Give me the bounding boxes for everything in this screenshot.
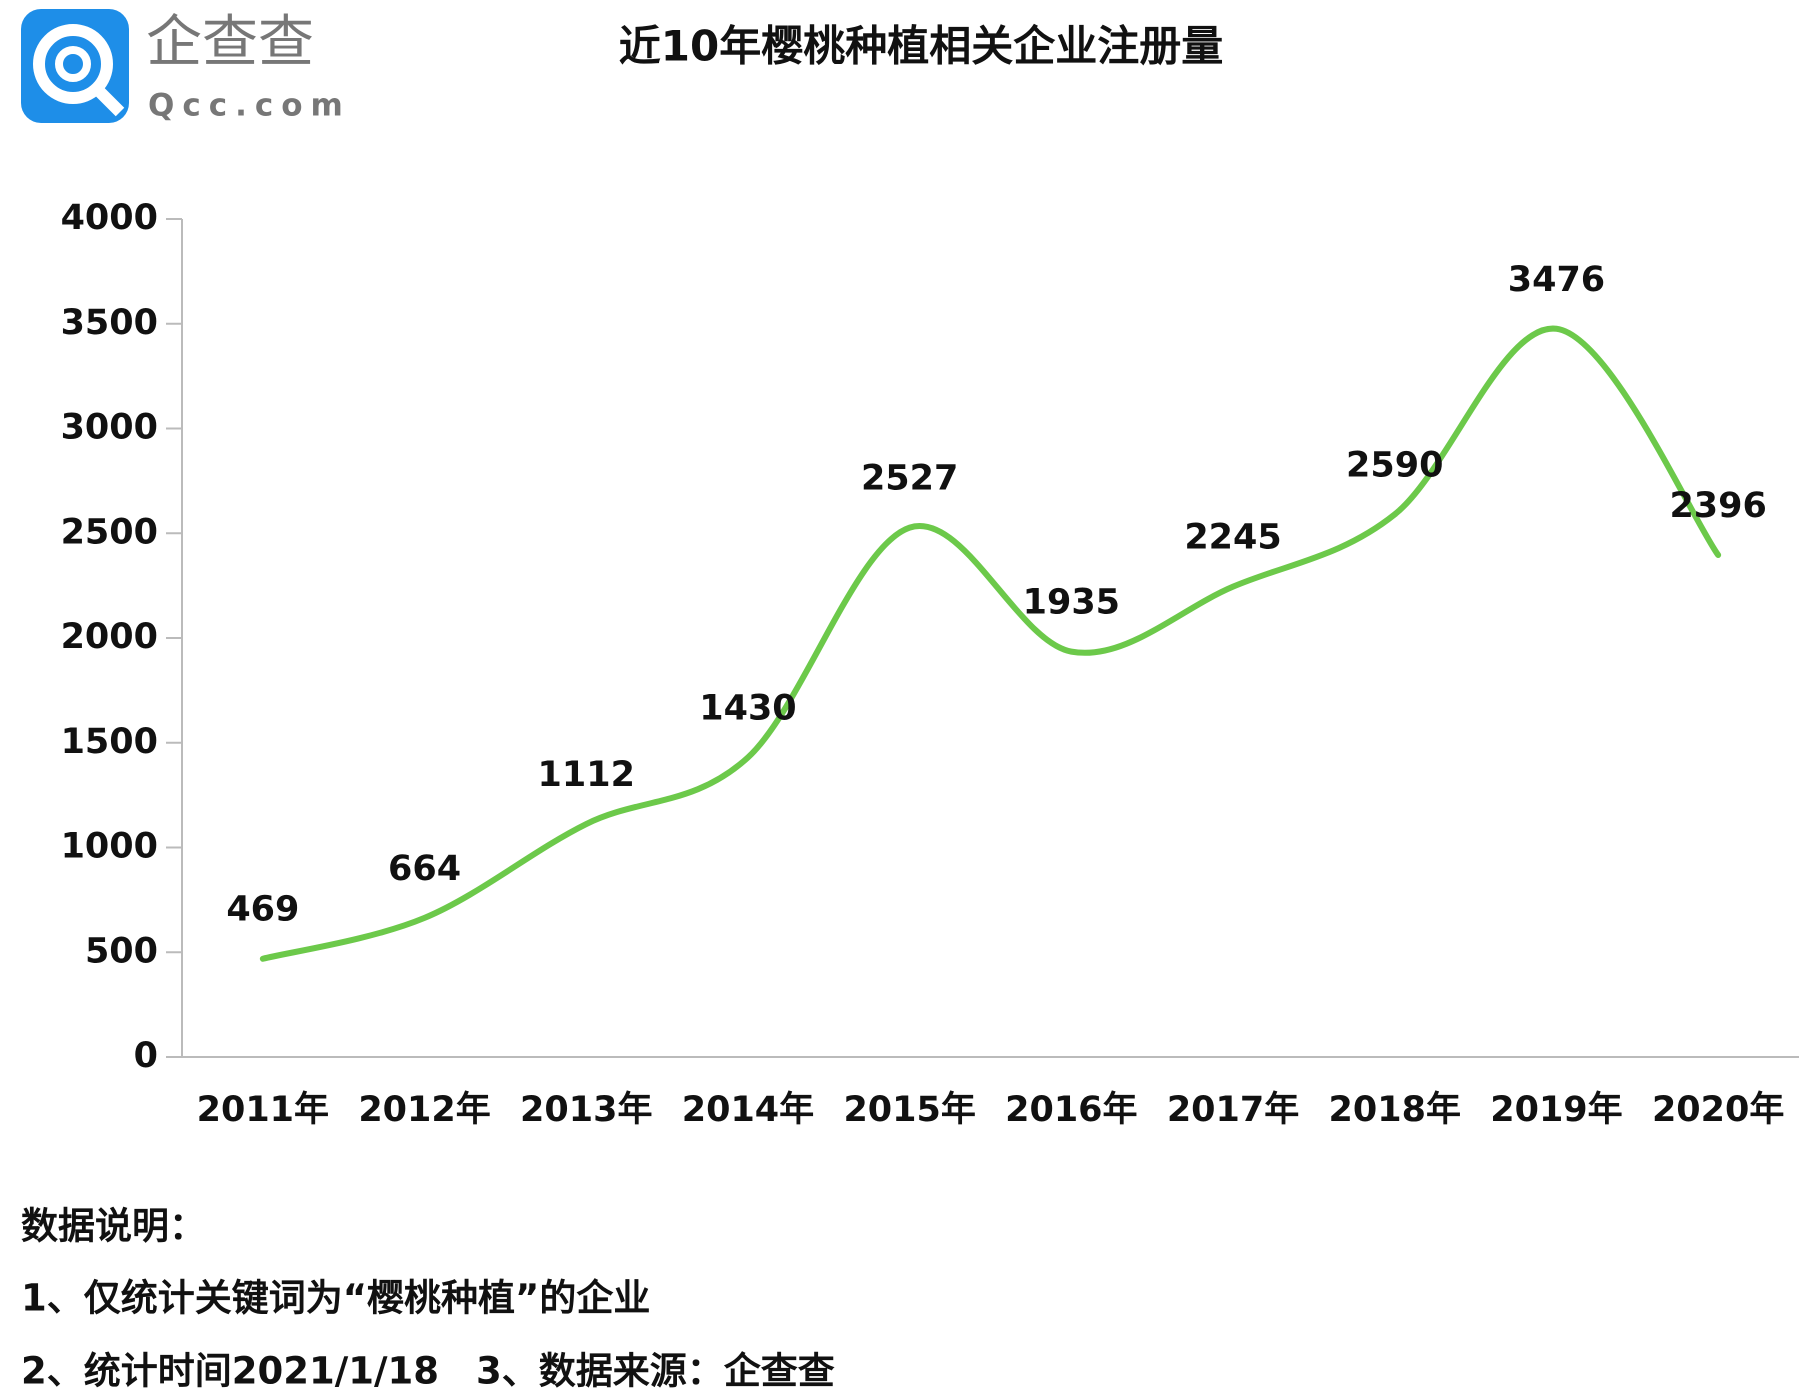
x-tick-label: 2012年: [358, 1090, 490, 1130]
note: 数据说明：: [21, 1205, 206, 1248]
x-tick-label: 2014年: [682, 1090, 814, 1130]
logo-domain: Qcc.com: [148, 88, 351, 124]
data-label: 3476: [1508, 260, 1605, 300]
x-tick-label: 2016年: [1005, 1090, 1137, 1130]
data-label: 2527: [861, 459, 958, 499]
y-tick-label: 500: [85, 931, 158, 971]
data-label: 664: [388, 849, 461, 889]
chart-title: 近10年樱桃种植相关企业注册量: [619, 22, 1223, 71]
logo-icon: [21, 9, 129, 123]
y-tick-label: 3500: [61, 303, 158, 343]
x-tick-label: 2017年: [1167, 1090, 1299, 1130]
y-tick-label: 1000: [61, 827, 158, 867]
x-tick-label: 2018年: [1329, 1090, 1461, 1130]
x-tick-label: 2015年: [843, 1090, 975, 1130]
y-tick-label: 4000: [61, 198, 158, 238]
line: [259, 325, 1722, 962]
data-label: 1935: [1023, 583, 1120, 623]
data-label: 469: [226, 890, 299, 930]
data-label: 2396: [1669, 486, 1766, 526]
note: 1、仅统计关键词为“樱桃种植”的企业: [21, 1277, 650, 1320]
logo-name: 企查查: [146, 10, 314, 75]
data-label: 1112: [538, 755, 635, 795]
y-tick-label: 2500: [61, 512, 158, 552]
x-tick-label: 2020年: [1652, 1090, 1784, 1130]
data-label: 2590: [1346, 445, 1443, 485]
y-tick-label: 0: [134, 1036, 158, 1076]
note: 2、统计时间2021/1/18 3、数据来源：企查查: [21, 1350, 835, 1393]
data-label: 1430: [699, 688, 796, 728]
x-tick-label: 2013年: [520, 1090, 652, 1130]
x-tick-label: 2019年: [1490, 1090, 1622, 1130]
y-tick-label: 1500: [61, 722, 158, 762]
data-label: 2245: [1184, 518, 1281, 558]
y-tick-label: 3000: [61, 408, 158, 448]
y-tick-label: 2000: [61, 617, 158, 657]
x-tick-label: 2011年: [197, 1090, 329, 1130]
